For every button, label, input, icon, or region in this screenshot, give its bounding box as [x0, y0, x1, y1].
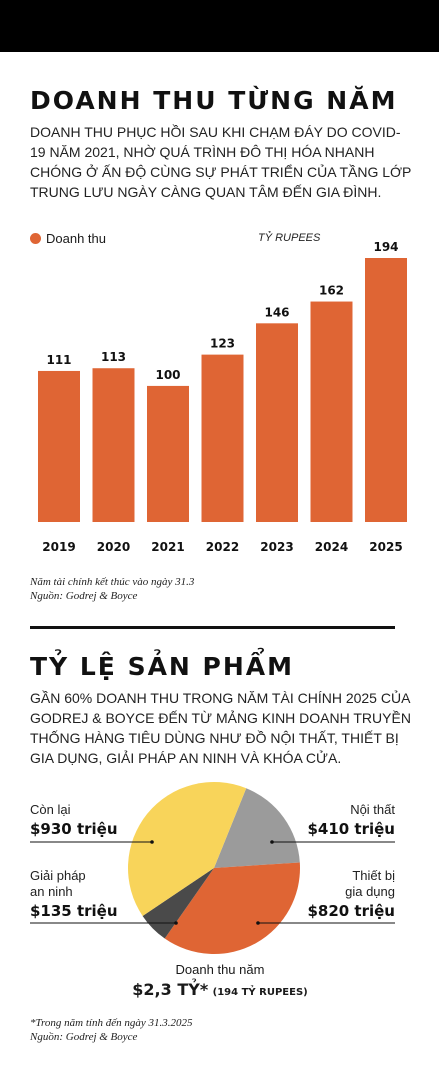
- bar-value-2019: 111: [46, 353, 71, 367]
- pie-value-thiet-bi: $820 triệu: [307, 902, 395, 920]
- revenue-source: Nguồn: Godrej & Boyce: [30, 590, 138, 602]
- bar-value-2023: 146: [264, 305, 289, 319]
- legend-swatch: [30, 233, 41, 244]
- leader-thiet-bi-dot: [256, 921, 260, 925]
- unit-label: TỶ RUPEES: [258, 232, 321, 244]
- total-revenue-rupees: (194 TỶ RUPEES): [212, 987, 308, 998]
- pie-value-con-lai: $930 triệu: [30, 820, 118, 838]
- x-tick-2022: 2022: [206, 540, 239, 554]
- bar-chart: 111 2019 113 2020 100 2021 123 2022 146 2023 162 20…: [38, 240, 407, 554]
- x-tick-2021: 2021: [151, 540, 184, 554]
- pie-value-noi-that: $410 triệu: [307, 820, 395, 838]
- leader-giai-phap-dot: [174, 921, 178, 925]
- bar-value-2024: 162: [319, 284, 344, 298]
- leader-con-lai-dot: [150, 840, 154, 844]
- revenue-note: Năm tài chính kết thúc vào ngày 31.3: [30, 576, 195, 588]
- pie-label-thiet-bi-2: gia dụng: [345, 884, 395, 899]
- total-revenue-label: Doanh thu năm: [175, 962, 265, 977]
- x-tick-2020: 2020: [97, 540, 130, 554]
- top-bar: [0, 0, 439, 52]
- pie-value-giai-phap: $135 triệu: [30, 902, 118, 920]
- slice-noi-that: [214, 788, 300, 868]
- pie-label-giai-phap-1: Giải pháp: [30, 868, 86, 883]
- pie-label-giai-phap-2: an ninh: [30, 884, 73, 899]
- product-note: *Trong năm tính đến ngày 31.3.2025: [30, 1017, 193, 1029]
- leader-noi-that-dot: [270, 840, 274, 844]
- x-tick-2024: 2024: [315, 540, 348, 554]
- pie-label-noi-that: Nội thất: [350, 802, 395, 817]
- bar-2024: [310, 301, 353, 522]
- bar-value-2025: 194: [373, 240, 398, 254]
- product-description: GẦN 60% DOANH THU TRONG NĂM TÀI CHÍNH 20…: [30, 690, 411, 766]
- bar-2023: [256, 323, 298, 522]
- slice-con-lai: [127, 781, 247, 916]
- bar-value-2021: 100: [155, 368, 180, 382]
- slice-thiet-bi-gia-dung: [164, 862, 300, 955]
- revenue-description: DOANH THU PHỤC HỒI SAU KHI CHẠM ĐÁY DO C…: [30, 124, 412, 200]
- bar-2019: [38, 370, 80, 522]
- bar-2022: [201, 354, 244, 522]
- total-revenue-amount: $2,3 TỶ*: [132, 980, 209, 999]
- legend-label: Doanh thu: [46, 231, 106, 246]
- total-revenue-value: $2,3 TỶ* (194 TỶ RUPEES): [100, 980, 340, 1000]
- pie-label-thiet-bi-1: Thiết bị: [352, 868, 395, 883]
- slice-giai-phap-an-ninh: [142, 868, 214, 939]
- revenue-title: DOANH THU TỪNG NĂM: [30, 86, 398, 115]
- bar-2025: [365, 258, 407, 522]
- x-tick-2023: 2023: [260, 540, 293, 554]
- bar-2021: [147, 385, 189, 522]
- bar-value-2020: 113: [101, 350, 126, 364]
- bar-2020: [92, 368, 135, 522]
- bar-legend: Doanh thu: [30, 231, 106, 246]
- pie-label-con-lai: Còn lại: [30, 802, 71, 817]
- product-title: TỶ LỆ SẢN PHẨM: [30, 652, 295, 681]
- x-tick-2019: 2019: [42, 540, 75, 554]
- section-divider: [30, 626, 395, 629]
- bar-value-2022: 123: [210, 337, 235, 351]
- product-source: Nguồn: Godrej & Boyce: [30, 1031, 138, 1043]
- x-tick-2025: 2025: [369, 540, 402, 554]
